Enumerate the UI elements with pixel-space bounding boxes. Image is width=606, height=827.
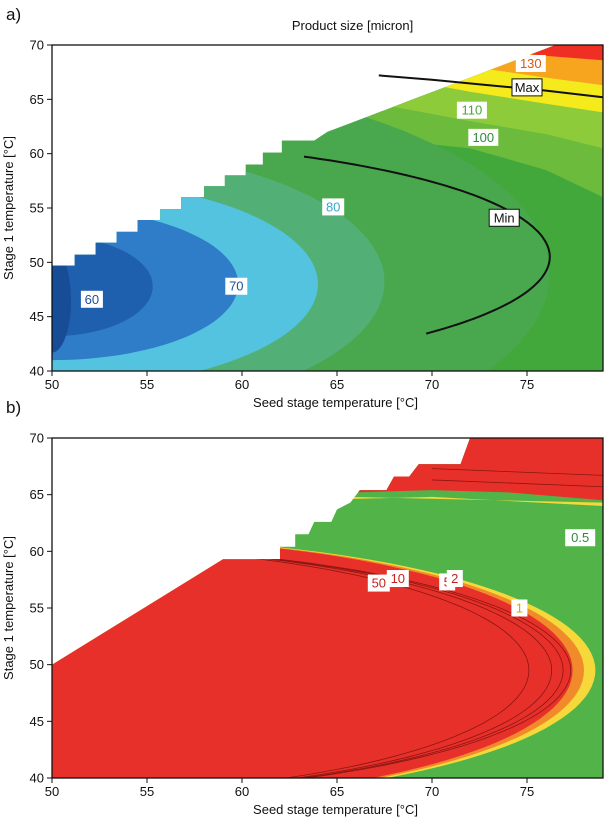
band-high: [52, 528, 573, 778]
chart-title-a: Product size [micron]: [292, 18, 413, 33]
x-tick-label-a: 55: [140, 377, 154, 392]
y-tick-label-a: 70: [30, 38, 44, 53]
constraint-label-min-box: [488, 208, 520, 227]
contour-label-a-1: 70: [225, 277, 248, 295]
panel-a: 50 55 60 65 70 75 40 45 50 55 60 65 70 Seed stage tem…: [1, 5, 604, 410]
y-tick-label-b: 45: [30, 714, 44, 729]
contour-label-b-1-text: 10: [391, 571, 405, 586]
contour-label-b-3-box: [446, 570, 463, 588]
contour-label-a-5-box: [515, 54, 546, 72]
x-tick-label-b: 50: [45, 784, 59, 799]
x-tick-label-a: 75: [520, 377, 534, 392]
y-tick-label-a: 60: [30, 146, 44, 161]
contour-line-b-2: [178, 550, 564, 778]
contour-line-b-3: [180, 550, 572, 778]
y-axis-title-b: Stage 1 temperature [°C]: [1, 536, 16, 680]
contour-label-b-5: 0.5: [565, 529, 596, 547]
contour-line-top-0: [431, 479, 603, 488]
contour-label-b-4-text: 1: [516, 601, 523, 616]
contour-label-a-3: 100: [468, 128, 499, 146]
contour-label-b-3-text: 2: [451, 571, 458, 586]
constraint-label-max-text: Max: [515, 80, 540, 95]
y-tick-label-b: 70: [30, 431, 44, 446]
max-constraint-line: [378, 74, 604, 99]
x-axis-title-a: Seed stage temperature [°C]: [253, 395, 418, 410]
band-60: [52, 236, 153, 337]
contour-label-a-4-box: [456, 101, 487, 119]
panel-letter-b: b): [6, 398, 21, 417]
contour-label-a-0-box: [80, 290, 103, 308]
contour-fills-b: [52, 438, 603, 778]
x-tick-label-b: 75: [520, 784, 534, 799]
contour-label-a-0-text: 60: [85, 292, 99, 307]
y-tick-label-a: 55: [30, 201, 44, 216]
constraint-label-max-box: [511, 78, 543, 97]
contour-label-b-4-box: [511, 599, 528, 617]
contour-label-b-3: 2: [446, 570, 463, 588]
x-axis-title-b: Seed stage temperature [°C]: [253, 802, 418, 817]
contour-label-a-5-text: 130: [520, 56, 542, 71]
contour-label-a-0: 60: [80, 290, 103, 308]
y-axis-title-a: Stage 1 temperature [°C]: [1, 136, 16, 280]
contour-label-a-4: 110: [456, 101, 487, 119]
contour-label-b-5-text: 0.5: [571, 530, 589, 545]
contour-label-b-5-box: [565, 529, 596, 547]
x-tick-label-b: 60: [235, 784, 249, 799]
contour-label-b-1: 10: [386, 570, 409, 588]
x-tick-label-b: 55: [140, 784, 154, 799]
band-transition-top: [299, 495, 603, 506]
x-tick-label-a: 60: [235, 377, 249, 392]
y-tick-label-b: 65: [30, 487, 44, 502]
contour-label-a-1-text: 70: [229, 279, 243, 294]
x-tick-label-a: 65: [330, 377, 344, 392]
constraint-label-min-text: Min: [494, 210, 515, 225]
contour-label-a-1-box: [225, 277, 248, 295]
contour-line-b-1: [175, 550, 553, 778]
y-tick-label-a: 45: [30, 309, 44, 324]
band-70: [52, 208, 239, 361]
y-tick-label-a: 50: [30, 255, 44, 270]
contour-label-b-0-text: 50: [372, 576, 386, 591]
contour-label-a-2: 80: [322, 198, 345, 216]
constraint-label-min: Min: [488, 208, 520, 227]
contour-label-b-4: 1: [511, 599, 528, 617]
panel-b: 50 55 60 65 70 75 40 45 50 55 60 65 70 Seed stage tem…: [1, 398, 604, 817]
y-tick-label-a: 65: [30, 92, 44, 107]
y-tick-label-b: 55: [30, 601, 44, 616]
y-tick-label-a: 40: [30, 364, 44, 379]
contour-label-b-0: 50: [367, 574, 390, 592]
contour-label-a-3-text: 100: [472, 130, 494, 145]
contour-label-a-4-text: 110: [462, 103, 483, 118]
x-tick-label-a: 50: [45, 377, 59, 392]
y-tick-label-b: 50: [30, 657, 44, 672]
y-tick-label-b: 40: [30, 771, 44, 786]
contour-label-b-0-box: [367, 574, 390, 592]
panel-letter-a: a): [6, 5, 21, 24]
contour-label-b-1-box: [386, 570, 409, 588]
min-constraint-line: [303, 155, 551, 335]
constraint-label-max: Max: [511, 78, 543, 97]
contour-label-a-5: 130: [515, 54, 546, 72]
y-tick-label-b: 60: [30, 544, 44, 559]
contour-label-a-3-box: [468, 128, 499, 146]
contour-label-a-2-text: 80: [326, 199, 340, 214]
x-tick-label-a: 70: [425, 377, 439, 392]
contour-line-top-1: [431, 468, 603, 476]
x-tick-label-b: 70: [425, 784, 439, 799]
contour-label-a-2-box: [322, 198, 345, 216]
contour-line-b-0: [170, 550, 530, 778]
x-tick-label-b: 65: [330, 784, 344, 799]
